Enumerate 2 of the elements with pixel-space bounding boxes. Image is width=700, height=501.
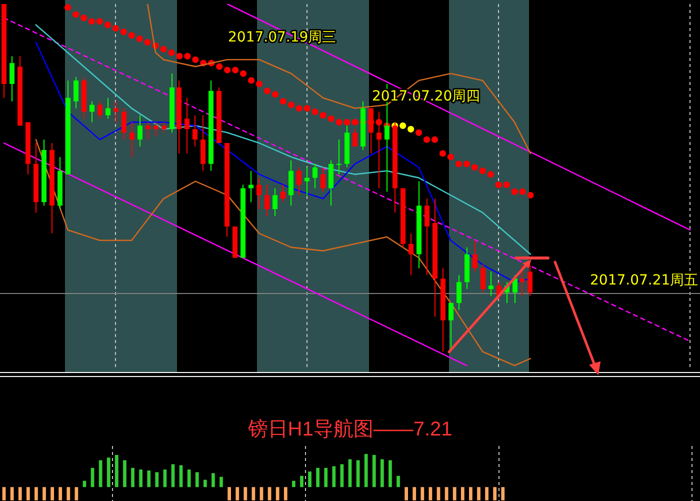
chart-title: 镑日H1导航图——7.21 [246, 418, 452, 441]
annotation: 2017.07.21周五 [590, 272, 698, 289]
